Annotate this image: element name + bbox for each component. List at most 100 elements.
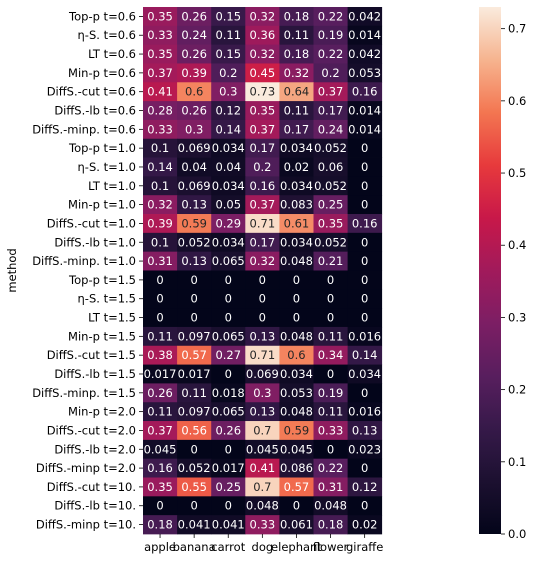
cell-value-label: 0.05: [215, 198, 241, 212]
cell-value-label: 0: [156, 499, 163, 513]
row-label: η-S. t=1.5: [78, 292, 136, 306]
heatmap-cell: [211, 232, 246, 253]
column-label: giraffe: [346, 540, 383, 554]
cell-value-label: 0.048: [280, 405, 313, 419]
cell-value-label: 0: [293, 499, 300, 513]
cell-value-label: 0.31: [147, 254, 173, 268]
cell-value-label: 0.11: [284, 28, 310, 42]
cell-value-label: 0.13: [181, 254, 207, 268]
heatmap-cell: [245, 402, 280, 422]
cell-value-label: 0.14: [352, 348, 378, 362]
cell-value-label: 0.045: [144, 442, 177, 456]
cell-value-label: 0.18: [284, 9, 310, 23]
cell-value-label: 0.034: [212, 235, 245, 249]
heatmap-cell: [279, 496, 314, 516]
heatmap-cell: [279, 289, 314, 309]
heatmap-cell: [177, 176, 212, 196]
cell-value-label: 0: [190, 499, 197, 513]
heatmap-cell: [313, 157, 348, 177]
row-label: DiffS.-cut t=2.0: [47, 423, 136, 437]
cell-value-label: 0.034: [212, 179, 245, 193]
row-label: Min-p t=1.0: [68, 198, 136, 212]
cell-value-label: 0.065: [212, 254, 245, 268]
heatmap-cell: [347, 251, 383, 271]
heatmap-cell: [211, 214, 246, 234]
cell-value-label: 0.26: [215, 423, 241, 437]
heatmap-cell: [177, 439, 212, 460]
heatmap-cell: [279, 477, 314, 497]
cell-value-label: 0: [361, 254, 368, 268]
cell-value-label: 0: [156, 273, 163, 287]
heatmap-cell: [347, 176, 383, 196]
cell-value-label: 0.71: [250, 216, 276, 230]
heatmap-cell: [347, 439, 383, 460]
heatmap-cell: [313, 119, 348, 140]
cell-value-label: 0.034: [280, 367, 313, 381]
cell-value-label: 0.38: [147, 348, 173, 362]
cell-value-label: 0.034: [348, 367, 381, 381]
colorbar-tick-label: 0.4: [508, 238, 526, 252]
cell-value-label: 0.35: [147, 47, 173, 61]
row-label: Top-p t=0.6: [68, 9, 136, 23]
heatmap-cell: [143, 119, 178, 140]
heatmap-cell: [245, 63, 280, 83]
cell-value-label: 0.36: [250, 28, 276, 42]
cell-value-label: 0.014: [348, 28, 381, 42]
heatmap-cell: [313, 232, 348, 253]
heatmap-cell: [313, 289, 348, 309]
heatmap-cell: [279, 251, 314, 271]
heatmap-cell: [347, 7, 383, 27]
heatmap-cell: [143, 25, 178, 46]
heatmap-cell: [347, 383, 383, 403]
cell-value-label: 0.16: [352, 85, 378, 99]
heatmap-cell: [211, 383, 246, 403]
cell-value-label: 0.048: [314, 499, 347, 513]
heatmap-cell: [279, 439, 314, 460]
heatmap-cell: [245, 232, 280, 253]
heatmap-cell: [177, 364, 212, 384]
heatmap-cell: [211, 439, 246, 460]
cell-value-label: 0.13: [352, 423, 378, 437]
colorbar: [479, 7, 501, 534]
cell-value-label: 0.71: [250, 348, 276, 362]
cell-value-label: 0.22: [318, 47, 344, 61]
heatmap-cell: [313, 515, 348, 535]
cell-value-label: 0: [190, 442, 197, 456]
cell-value-label: 0.069: [246, 367, 279, 381]
row-label: DiffS.-lb t=1.5: [54, 367, 136, 381]
cell-value-label: 0: [259, 311, 266, 325]
heatmap-cell: [245, 101, 280, 121]
cell-value-label: 0.15: [215, 47, 241, 61]
heatmap-cell: [211, 270, 246, 290]
cell-value-label: 0: [293, 292, 300, 306]
cell-value-label: 0.32: [250, 9, 276, 23]
cell-value-label: 0.045: [246, 442, 279, 456]
heatmap-cell: [143, 7, 178, 27]
row-label: η-S. t=1.0: [78, 160, 136, 174]
heatmap-cell: [143, 477, 178, 497]
heatmap-cell: [279, 176, 314, 196]
column-label: carrot: [211, 540, 245, 554]
heatmap-cell: [347, 232, 383, 253]
cell-value-label: 0.34: [318, 348, 344, 362]
heatmap-cell: [313, 63, 348, 83]
heatmap-cell: [211, 63, 246, 83]
heatmap-cell: [347, 402, 383, 422]
cell-value-label: 0.7: [253, 423, 271, 437]
cell-value-label: 0.097: [178, 329, 211, 343]
row-label: DiffS.-minp t=10.: [36, 518, 136, 532]
heatmap-cell: [347, 308, 383, 328]
heatmap-cell: [347, 421, 383, 441]
heatmap-cell: [211, 101, 246, 121]
cell-value-label: 0.29: [215, 216, 241, 230]
cell-value-label: 0.18: [318, 518, 344, 532]
cell-value-label: 0: [361, 235, 368, 249]
row-label: LT t=1.0: [88, 179, 136, 193]
heatmap-cell: [177, 289, 212, 309]
heatmap-cell: [347, 25, 383, 46]
heatmap-cell: [177, 44, 212, 64]
heatmap-cell: [211, 25, 246, 46]
cell-value-label: 0.27: [215, 348, 241, 362]
heatmap-cells: 0.35 0.26 0.15 0.32 0.18 0.22 0.042 0.33 0.24 0.1…: [143, 7, 383, 535]
